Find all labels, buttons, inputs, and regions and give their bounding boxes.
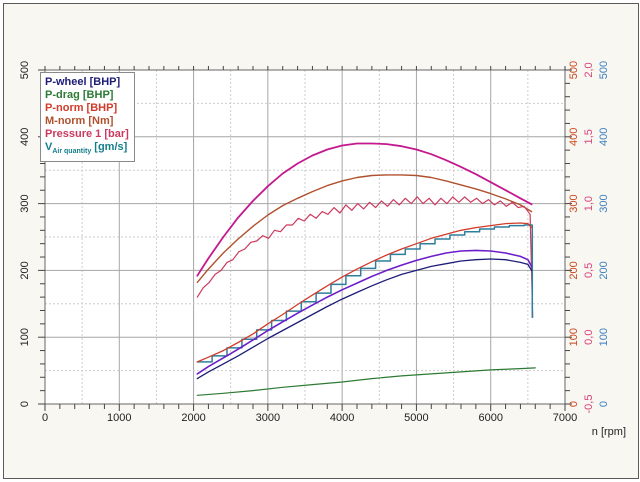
legend-item-m-norm: M-norm [Nm] — [45, 115, 114, 127]
y-left-tick-label: 300 — [19, 194, 31, 212]
series-m-norm — [196, 174, 533, 284]
legend-air-subscript: Air quantity — [52, 148, 92, 156]
legend-air-prefix: V — [45, 141, 53, 153]
x-tick-label: 7000 — [553, 412, 577, 424]
x-tick-label: 4000 — [330, 412, 354, 424]
y-right-tick-label-bar: 0,5 — [583, 263, 595, 278]
legend-item-p-norm: P-norm [BHP] — [45, 102, 118, 114]
y-left-tick-label: 200 — [19, 261, 31, 279]
y-right-tick-label-gm-s: 0 — [598, 401, 610, 407]
series-pressure-1 — [196, 196, 534, 318]
y-right-tick-label-Nm: 200 — [568, 261, 580, 279]
legend-item-p-wheel: P-wheel [BHP] — [45, 76, 121, 88]
series-p-wheel — [196, 258, 533, 380]
y-right-tick-label-bar: -0,5 — [583, 395, 595, 414]
series-p-norm — [196, 222, 533, 363]
y-left-tick-label: 400 — [19, 128, 31, 146]
plot-border — [44, 69, 566, 405]
x-tick-label: 6000 — [478, 412, 502, 424]
legend-item-p-drag: P-drag [BHP] — [45, 89, 114, 101]
y-right-tick-label-gm-s: 500 — [598, 61, 610, 79]
x-tick-label: 3000 — [256, 412, 280, 424]
y-right-tick-label-Nm: 0 — [568, 401, 580, 407]
y-right-tick-label-Nm: 300 — [568, 194, 580, 212]
y-right-tick-label-Nm: 400 — [568, 128, 580, 146]
y-right-tick-label-Nm: 500 — [568, 61, 580, 79]
legend-box: P-wheel [BHP] P-drag [BHP] P-norm [BHP] … — [40, 72, 135, 163]
dyno-chart-window: 0 1000 2000 3000 4000 5000 6000 7000 n [rpm] 0 100… — [3, 3, 639, 479]
y-right-tick-label-bar: 1,0 — [583, 196, 595, 211]
y-right-tick-label-bar: 1,5 — [583, 129, 595, 144]
y-left-tick-label: 500 — [19, 61, 31, 79]
series-p-drag — [196, 367, 536, 396]
y-right-tick-label-gm-s: 300 — [598, 194, 610, 212]
y-right-tick-label-gm-s: 200 — [598, 261, 610, 279]
y-right-tick-label-gm-s: 400 — [598, 128, 610, 146]
y-right-tick-label-gm-s: 100 — [598, 328, 610, 346]
series-curve-magenta — [196, 142, 533, 277]
y-right-tick-label-bar: 0,0 — [583, 330, 595, 345]
x-axis-label: n [rpm] — [592, 426, 626, 438]
x-tick-label: 5000 — [404, 412, 428, 424]
legend-item-pressure1: Pressure 1 [bar] — [45, 128, 129, 140]
y-left-tick-label: 0 — [19, 401, 31, 407]
legend-item-air-quantity: VAir quantity [gm/s] — [45, 141, 129, 158]
x-tick-label: 1000 — [107, 412, 131, 424]
y-right-tick-label-bar: 2,0 — [583, 62, 595, 77]
legend-air-unit: [gm/s] — [94, 141, 128, 153]
x-tick-label: 0 — [42, 412, 48, 424]
y-right-tick-label-Nm: 100 — [568, 328, 580, 346]
y-left-tick-label: 100 — [19, 328, 31, 346]
series-curve-violet — [196, 249, 533, 375]
x-tick-label: 2000 — [181, 412, 205, 424]
